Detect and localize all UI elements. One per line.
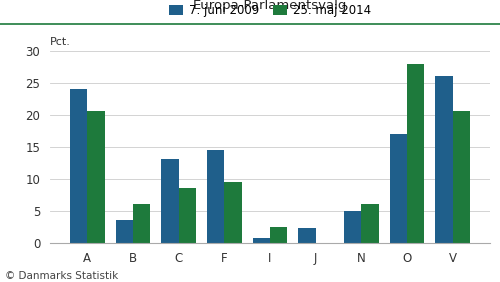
Bar [162,159,178,243]
Bar [436,76,452,243]
Bar [252,238,270,243]
Text: Pct.: Pct. [50,37,71,47]
Legend: 7. juni 2009, 25. maj 2014: 7. juni 2009, 25. maj 2014 [164,0,376,22]
Bar [133,204,150,243]
Bar [116,220,133,243]
Bar [178,188,196,243]
Bar [70,89,87,243]
Bar [207,150,224,243]
Bar [390,134,407,243]
Bar [344,211,362,243]
Bar [452,111,470,243]
Text: © Danmarks Statistik: © Danmarks Statistik [5,271,118,281]
Bar [270,226,287,243]
Bar [407,63,424,243]
Bar [362,204,378,243]
Bar [88,111,104,243]
Title: Europa-Parlamentsvalg: Europa-Parlamentsvalg [193,0,347,12]
Bar [298,228,316,243]
Bar [224,182,242,243]
